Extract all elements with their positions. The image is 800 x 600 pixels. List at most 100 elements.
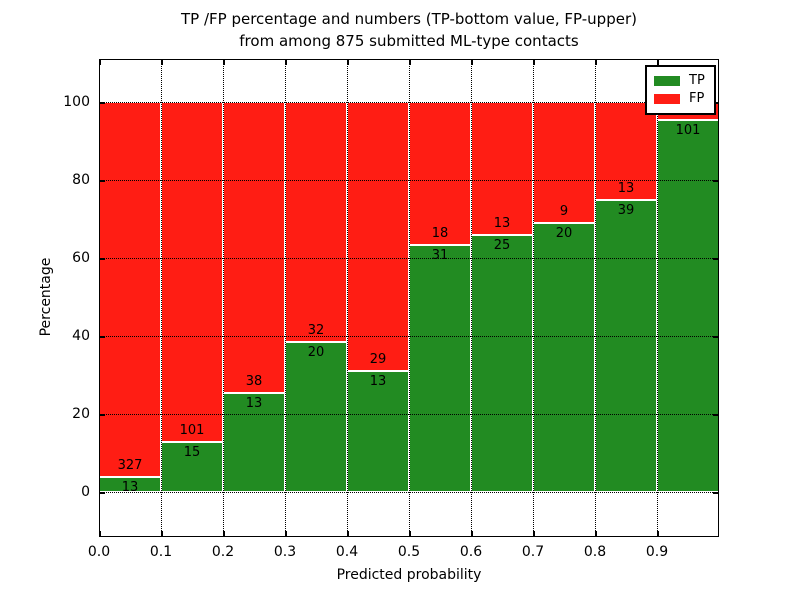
legend-entry-tp: TP bbox=[654, 72, 705, 90]
bar-label-fp: 13 bbox=[617, 180, 635, 196]
bar-label-fp: 38 bbox=[245, 373, 263, 389]
x-tick-mark bbox=[595, 531, 597, 537]
y-tick-mark bbox=[713, 336, 719, 338]
bar-segment-fp bbox=[285, 102, 347, 342]
bar-segment-tp bbox=[533, 222, 595, 492]
bar-segment-fp bbox=[161, 102, 223, 442]
v-gridline bbox=[533, 59, 534, 537]
bar-label-tp: 101 bbox=[675, 123, 701, 139]
chart-title-line2: from among 875 submitted ML-type contact… bbox=[239, 32, 579, 50]
x-tick-mark bbox=[99, 531, 101, 537]
v-gridline bbox=[657, 59, 658, 537]
v-gridline bbox=[285, 59, 286, 537]
bar-segment-tp bbox=[409, 245, 471, 492]
bar-label-fp: 327 bbox=[117, 458, 143, 474]
y-tick-mark bbox=[99, 258, 105, 260]
x-axis-label: Predicted probability bbox=[336, 567, 482, 583]
y-tick-mark bbox=[713, 414, 719, 416]
bar-label-tp: 13 bbox=[369, 374, 387, 390]
y-tick-mark bbox=[99, 492, 105, 494]
y-tick-label: 0 bbox=[81, 484, 90, 500]
x-tick-mark bbox=[409, 531, 411, 537]
bar-label-tp: 20 bbox=[307, 344, 325, 360]
bar-label-fp: 101 bbox=[179, 422, 205, 438]
legend: TP FP bbox=[645, 65, 716, 115]
v-gridline bbox=[595, 59, 596, 537]
y-tick-label: 60 bbox=[72, 250, 90, 266]
x-tick-mark bbox=[717, 531, 719, 537]
x-tick-mark bbox=[223, 59, 225, 65]
bar-label-fp: 9 bbox=[559, 203, 569, 219]
x-tick-mark bbox=[285, 531, 287, 537]
x-tick-mark bbox=[347, 531, 349, 537]
x-tick-label: 0.3 bbox=[273, 544, 297, 560]
x-tick-mark bbox=[223, 531, 225, 537]
bar-segment-tp bbox=[471, 235, 533, 492]
bar-label-fp: 13 bbox=[493, 216, 511, 232]
legend-entry-fp: FP bbox=[654, 90, 705, 108]
bar-segment-fp bbox=[347, 102, 409, 372]
x-tick-mark bbox=[409, 59, 411, 65]
x-tick-mark bbox=[471, 531, 473, 537]
x-tick-mark bbox=[347, 59, 349, 65]
y-tick-label: 40 bbox=[72, 328, 90, 344]
y-tick-mark bbox=[713, 102, 719, 104]
bar-segment-fp bbox=[99, 102, 161, 478]
bar-label-tp: 13 bbox=[121, 480, 139, 496]
x-tick-mark bbox=[657, 59, 659, 65]
bar-segment-tp bbox=[657, 120, 719, 492]
bar-segment-tp bbox=[595, 199, 657, 492]
bar-segment-tp bbox=[285, 341, 347, 492]
bar-label-tp: 15 bbox=[183, 444, 201, 460]
x-tick-mark bbox=[99, 59, 101, 65]
bar-segment-fp bbox=[471, 102, 533, 236]
y-tick-label: 80 bbox=[72, 172, 90, 188]
x-tick-label: 0.2 bbox=[211, 544, 235, 560]
y-tick-mark bbox=[99, 102, 105, 104]
y-tick-mark bbox=[713, 492, 719, 494]
v-gridline bbox=[347, 59, 348, 537]
x-tick-mark bbox=[533, 531, 535, 537]
v-gridline bbox=[223, 59, 224, 537]
x-tick-mark bbox=[161, 531, 163, 537]
bar-label-fp: 29 bbox=[369, 352, 387, 368]
v-gridline bbox=[161, 59, 162, 537]
fp-legend-label: FP bbox=[689, 91, 705, 106]
chart-title: TP /FP percentage and numbers (TP-bottom… bbox=[99, 8, 719, 52]
x-tick-label: 0.4 bbox=[335, 544, 359, 560]
bar-segment-fp bbox=[409, 102, 471, 246]
bar-segment-tp bbox=[347, 371, 409, 492]
bar-label-fp: 18 bbox=[431, 226, 449, 242]
y-tick-mark bbox=[713, 180, 719, 182]
y-tick-label: 100 bbox=[63, 94, 90, 110]
bar-segment-fp bbox=[223, 102, 285, 393]
x-tick-mark bbox=[471, 59, 473, 65]
bar-label-tp: 20 bbox=[555, 225, 573, 241]
x-tick-mark bbox=[717, 59, 719, 65]
chart-title-line1: TP /FP percentage and numbers (TP-bottom… bbox=[181, 10, 637, 28]
bar-label-tp: 25 bbox=[493, 238, 511, 254]
y-axis-label: Percentage bbox=[38, 257, 54, 337]
y-tick-mark bbox=[99, 336, 105, 338]
bar-label-fp: 32 bbox=[307, 322, 325, 338]
y-tick-label: 20 bbox=[72, 406, 90, 422]
x-tick-mark bbox=[161, 59, 163, 65]
x-tick-mark bbox=[595, 59, 597, 65]
y-tick-mark bbox=[99, 414, 105, 416]
y-tick-mark bbox=[99, 180, 105, 182]
x-tick-label: 0.6 bbox=[459, 544, 483, 560]
x-tick-mark bbox=[533, 59, 535, 65]
x-tick-label: 0.0 bbox=[87, 544, 111, 560]
x-tick-mark bbox=[657, 531, 659, 537]
bar-label-tp: 31 bbox=[431, 248, 449, 264]
v-gridline bbox=[471, 59, 472, 537]
tp-legend-label: TP bbox=[689, 73, 705, 88]
x-tick-label: 0.8 bbox=[583, 544, 607, 560]
bar-label-tp: 13 bbox=[245, 395, 263, 411]
bar-segment-tp bbox=[161, 441, 223, 492]
x-tick-label: 0.5 bbox=[397, 544, 421, 560]
fp-legend-swatch bbox=[654, 94, 680, 104]
x-tick-label: 0.1 bbox=[149, 544, 173, 560]
x-tick-mark bbox=[285, 59, 287, 65]
